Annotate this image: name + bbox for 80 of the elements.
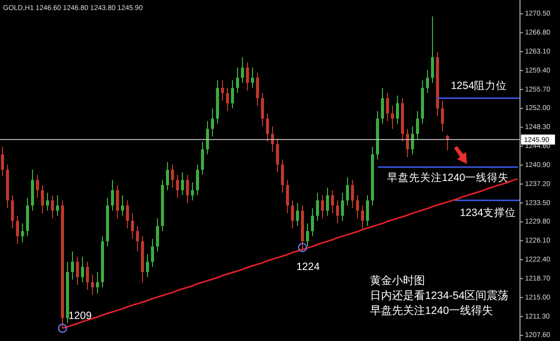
candlestick xyxy=(136,225,139,252)
candlestick xyxy=(411,126,414,155)
candlestick xyxy=(416,110,419,140)
candlestick xyxy=(171,164,174,188)
candlestick xyxy=(306,222,309,247)
candlestick xyxy=(56,194,59,216)
candlestick xyxy=(321,194,324,219)
candlestick xyxy=(76,256,79,286)
ref-line-label: 早盘先关注1240一线得失 xyxy=(386,170,510,184)
ref-line-label: 1254阻力位 xyxy=(450,78,508,92)
candlestick xyxy=(186,174,189,204)
candlestick xyxy=(46,192,49,212)
candlestick xyxy=(1,146,4,176)
candlestick xyxy=(11,194,14,230)
candlestick xyxy=(331,190,334,214)
candlestick xyxy=(441,100,444,132)
candlestick xyxy=(356,194,359,219)
candlestick xyxy=(286,179,289,214)
candlestick xyxy=(21,222,24,243)
candlestick xyxy=(366,194,369,226)
candlestick xyxy=(296,202,299,226)
candlestick xyxy=(311,208,314,237)
candlestick xyxy=(346,176,349,206)
candlestick xyxy=(386,92,389,122)
candlestick xyxy=(201,141,204,176)
candlestick xyxy=(241,56,244,84)
candlestick xyxy=(226,87,229,112)
ref-line-label: 1234支撑位 xyxy=(460,206,516,220)
candlestick xyxy=(121,194,124,216)
candlestick xyxy=(291,200,294,230)
candlestick xyxy=(341,192,344,222)
candlestick xyxy=(191,182,194,201)
annotation: 黄金小时图 xyxy=(370,274,425,287)
candlestick xyxy=(86,261,89,290)
candlestick xyxy=(396,95,399,124)
candlestick xyxy=(251,66,254,88)
candlestick xyxy=(361,205,364,230)
candlestick xyxy=(131,212,134,240)
candlestick xyxy=(221,80,224,102)
candlestick xyxy=(116,184,119,219)
candlestick xyxy=(326,187,329,216)
candlestick xyxy=(276,138,279,173)
candlestick xyxy=(431,16,434,84)
candlestick xyxy=(336,200,339,224)
candlestick xyxy=(16,215,19,244)
annotation: 日内还是看1234-54区间震荡 xyxy=(370,288,509,302)
candlestick xyxy=(126,200,129,230)
candlestick xyxy=(231,80,234,109)
candlestick xyxy=(111,179,114,212)
candlestick xyxy=(426,70,429,94)
candlestick xyxy=(206,120,209,155)
candlestick xyxy=(381,87,384,124)
candlestick xyxy=(181,172,184,196)
candlestick xyxy=(146,254,149,278)
candlestick xyxy=(391,105,394,130)
candlestick xyxy=(151,238,154,268)
candlestick xyxy=(266,112,269,142)
candlestick xyxy=(211,108,214,137)
candlestick xyxy=(71,251,74,280)
candlestick xyxy=(261,92,264,127)
candlestick xyxy=(236,66,239,94)
candlestick xyxy=(166,162,169,191)
candlestick xyxy=(36,174,39,198)
candlestick xyxy=(256,72,259,106)
annotation: 1224 xyxy=(296,260,320,273)
candlestick xyxy=(246,62,249,91)
candlestick xyxy=(96,271,99,294)
annotation: 1209 xyxy=(68,310,92,322)
candlestick xyxy=(316,192,319,222)
candlestick xyxy=(281,159,284,194)
candlestick xyxy=(176,174,179,198)
candlestick xyxy=(406,128,409,158)
candlestick xyxy=(81,256,84,283)
annotation: 早盘先关注1240一线得失 xyxy=(370,304,494,317)
candlestick xyxy=(196,164,199,196)
candlestick xyxy=(41,184,44,214)
candlestick xyxy=(91,274,94,296)
candlestick xyxy=(156,218,159,252)
candlestick xyxy=(351,179,354,209)
candlestick xyxy=(51,194,54,219)
